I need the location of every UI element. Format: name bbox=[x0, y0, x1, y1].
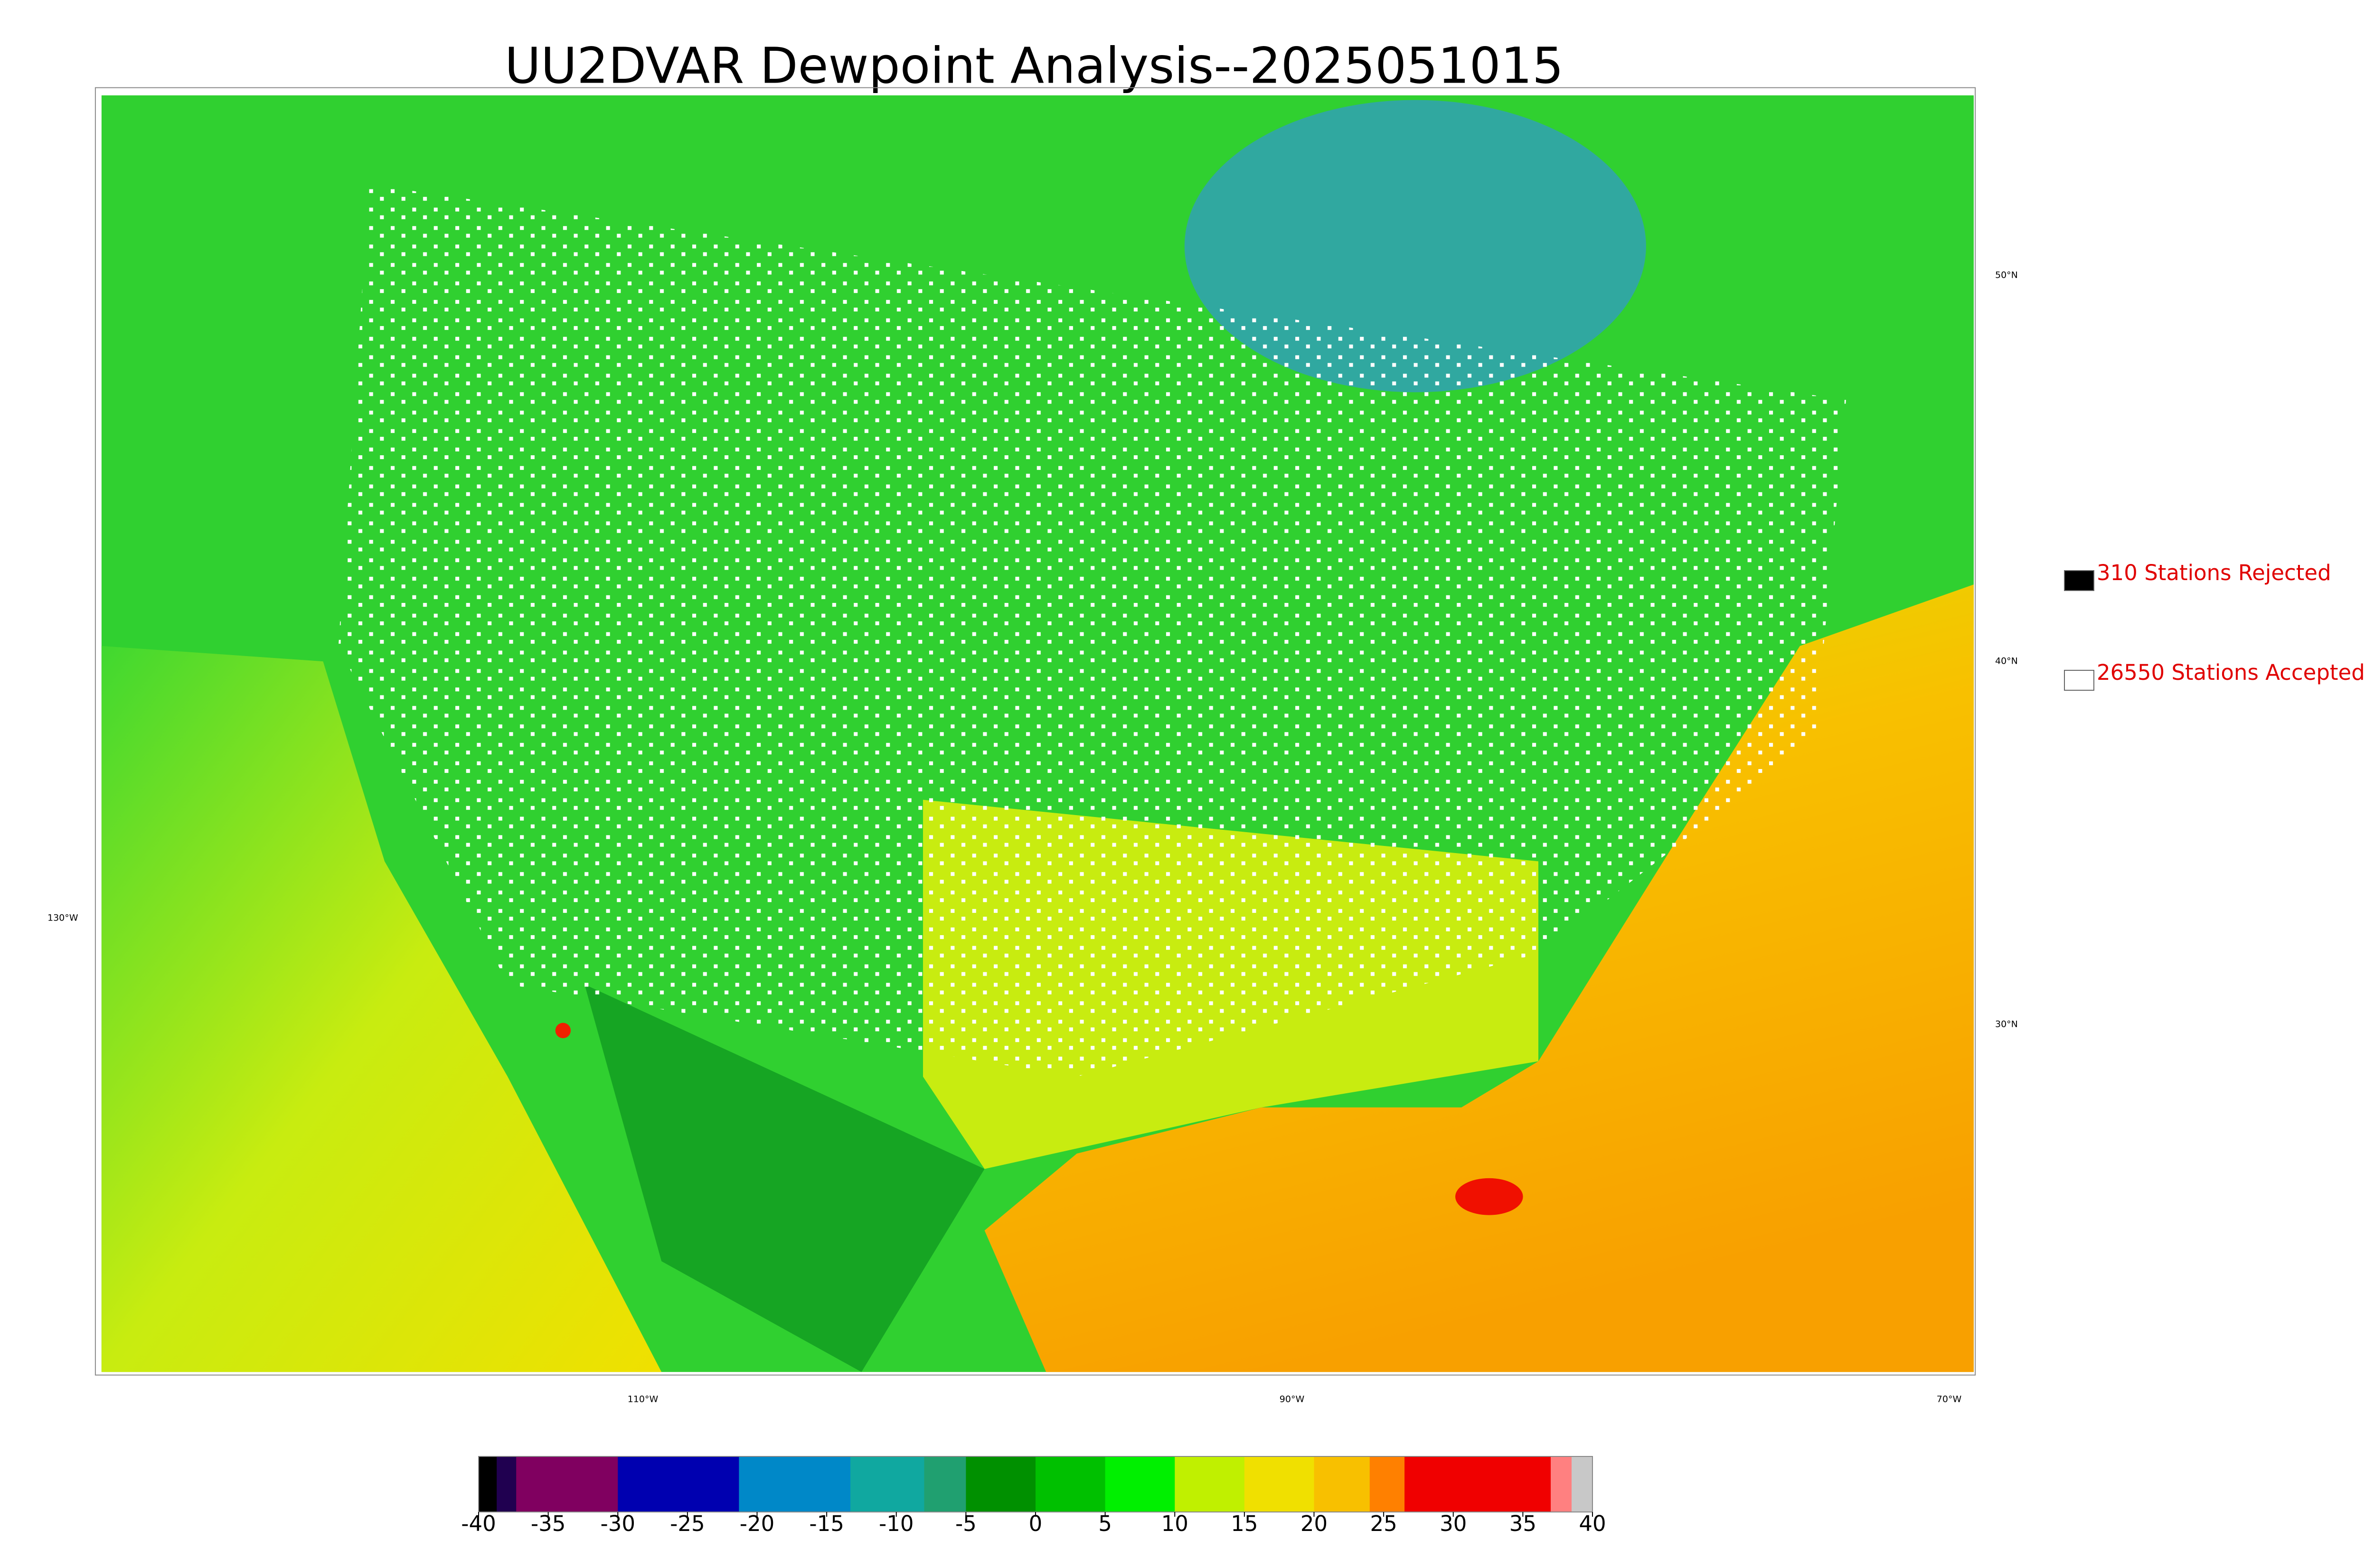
colorbar-tick-label: -40 bbox=[461, 1511, 496, 1536]
colorbar-segment bbox=[924, 1456, 966, 1512]
colorbar-segment bbox=[850, 1456, 924, 1512]
colorbar-tick-label: -15 bbox=[809, 1511, 844, 1536]
latitude-label: 30°N bbox=[1995, 1019, 2018, 1030]
colorbar-segment bbox=[1369, 1456, 1405, 1512]
mexico bbox=[584, 984, 985, 1372]
map-frame bbox=[94, 87, 1976, 1376]
cold-area bbox=[1184, 100, 1646, 393]
pacific bbox=[101, 646, 662, 1372]
colorbar-segment bbox=[516, 1456, 618, 1512]
longitude-label: 130°W bbox=[47, 913, 78, 923]
longitude-label: 70°W bbox=[1937, 1394, 1962, 1405]
map bbox=[94, 87, 1976, 1376]
legend-swatch bbox=[2064, 670, 2094, 691]
colorbar-tick-label: 25 bbox=[1370, 1511, 1397, 1536]
latitude-label: 50°N bbox=[1995, 270, 2018, 281]
colorbar-segment bbox=[497, 1456, 517, 1512]
colorbar-segment bbox=[1572, 1456, 1593, 1512]
colorbar-segment bbox=[479, 1456, 497, 1512]
colorbar-segment bbox=[1036, 1456, 1106, 1512]
legend-swatch bbox=[2064, 570, 2094, 591]
colorbar-tick-label: 10 bbox=[1161, 1511, 1188, 1536]
colorbar-tick-label: 5 bbox=[1098, 1511, 1112, 1536]
colorbar-tick-label: -30 bbox=[601, 1511, 636, 1536]
colorbar-tick-label: 20 bbox=[1300, 1511, 1328, 1536]
colorbar-tick-label: -10 bbox=[879, 1511, 914, 1536]
colorbar-segment bbox=[966, 1456, 1036, 1512]
colorbar-segment bbox=[1175, 1456, 1245, 1512]
legend-label: 26550 Stations Accepted bbox=[2097, 660, 2365, 685]
stations bbox=[338, 184, 1846, 1077]
colorbar-tick-label: 30 bbox=[1440, 1511, 1467, 1536]
colorbar-segment bbox=[1105, 1456, 1175, 1512]
colorbar-segment bbox=[1551, 1456, 1572, 1512]
hot-spot bbox=[1455, 1178, 1523, 1215]
colorbar-tick-label: -5 bbox=[955, 1511, 977, 1536]
colorbar-segment bbox=[1244, 1456, 1314, 1512]
colorbar-tick-label: -35 bbox=[531, 1511, 566, 1536]
legend-label: 310 Stations Rejected bbox=[2097, 560, 2331, 585]
colorbar-tick-label: -20 bbox=[740, 1511, 775, 1536]
title: UU2DVAR Dewpoint Analysis--2025051015 bbox=[505, 37, 1564, 94]
colorbar-tick-label: 40 bbox=[1579, 1511, 1606, 1536]
colorbar-tick-label: 15 bbox=[1231, 1511, 1258, 1536]
longitude-label: 90°W bbox=[1280, 1394, 1305, 1405]
colorbar-tick-label: 35 bbox=[1509, 1511, 1536, 1536]
colorbar-tick-label: -25 bbox=[670, 1511, 705, 1536]
colorbar-segment bbox=[618, 1456, 739, 1512]
colorbar-segment bbox=[739, 1456, 851, 1512]
longitude-label: 110°W bbox=[628, 1394, 659, 1405]
latitude-label: 40°N bbox=[1995, 656, 2018, 667]
colorbar-tick-label: 0 bbox=[1029, 1511, 1043, 1536]
colorbar-segment bbox=[1404, 1456, 1551, 1512]
hot-spot bbox=[555, 1023, 571, 1038]
colorbar-segment bbox=[1314, 1456, 1370, 1512]
